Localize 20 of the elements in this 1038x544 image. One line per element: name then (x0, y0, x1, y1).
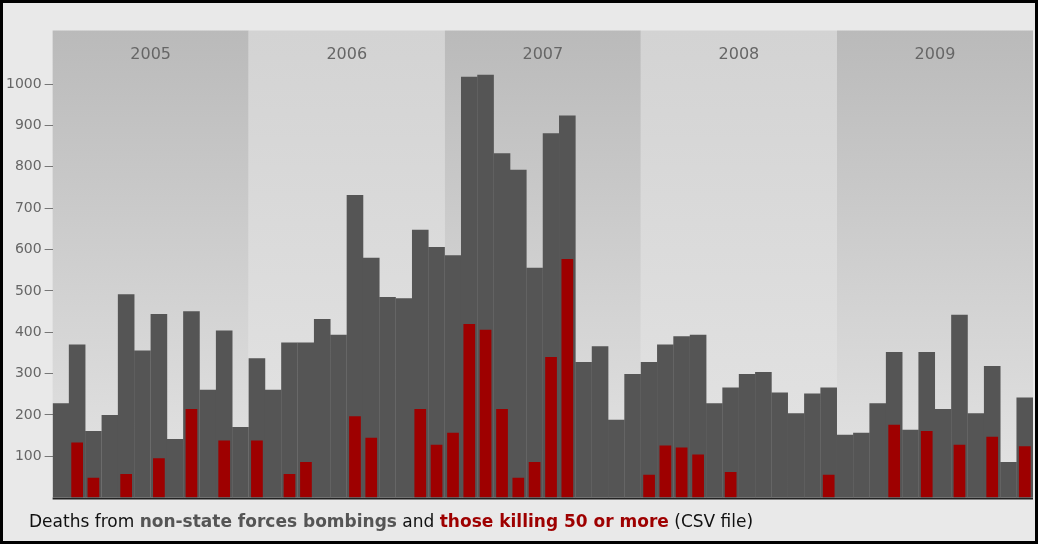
series-label: non-state forces bombings (139, 511, 397, 531)
y-tick-label: 600 (14, 240, 42, 257)
y-tick-label: 100 (14, 446, 42, 463)
y-tick-label: 300 (14, 364, 42, 381)
y-tick-label: 700 (14, 198, 42, 215)
x-tick-label: 2005 (130, 43, 172, 63)
text: (CSV file) (673, 511, 755, 531)
y-tick-label: 500 (14, 281, 42, 298)
text: and (401, 511, 436, 531)
x-tick-label: 2006 (326, 43, 368, 63)
x-tick-label: 2008 (718, 43, 760, 63)
x-tick-label: 2009 (914, 43, 956, 63)
y-tick-label: 400 (14, 322, 42, 339)
x-tick-label: 2007 (522, 43, 564, 63)
y-tick-label: 200 (14, 405, 42, 422)
y-tick-label: 1000 (5, 74, 42, 91)
text: Deaths from (29, 511, 136, 531)
y-tick-label: 800 (14, 157, 42, 174)
series-label: those killing 50 or more (439, 511, 669, 531)
y-tick-label: 900 (14, 116, 42, 133)
